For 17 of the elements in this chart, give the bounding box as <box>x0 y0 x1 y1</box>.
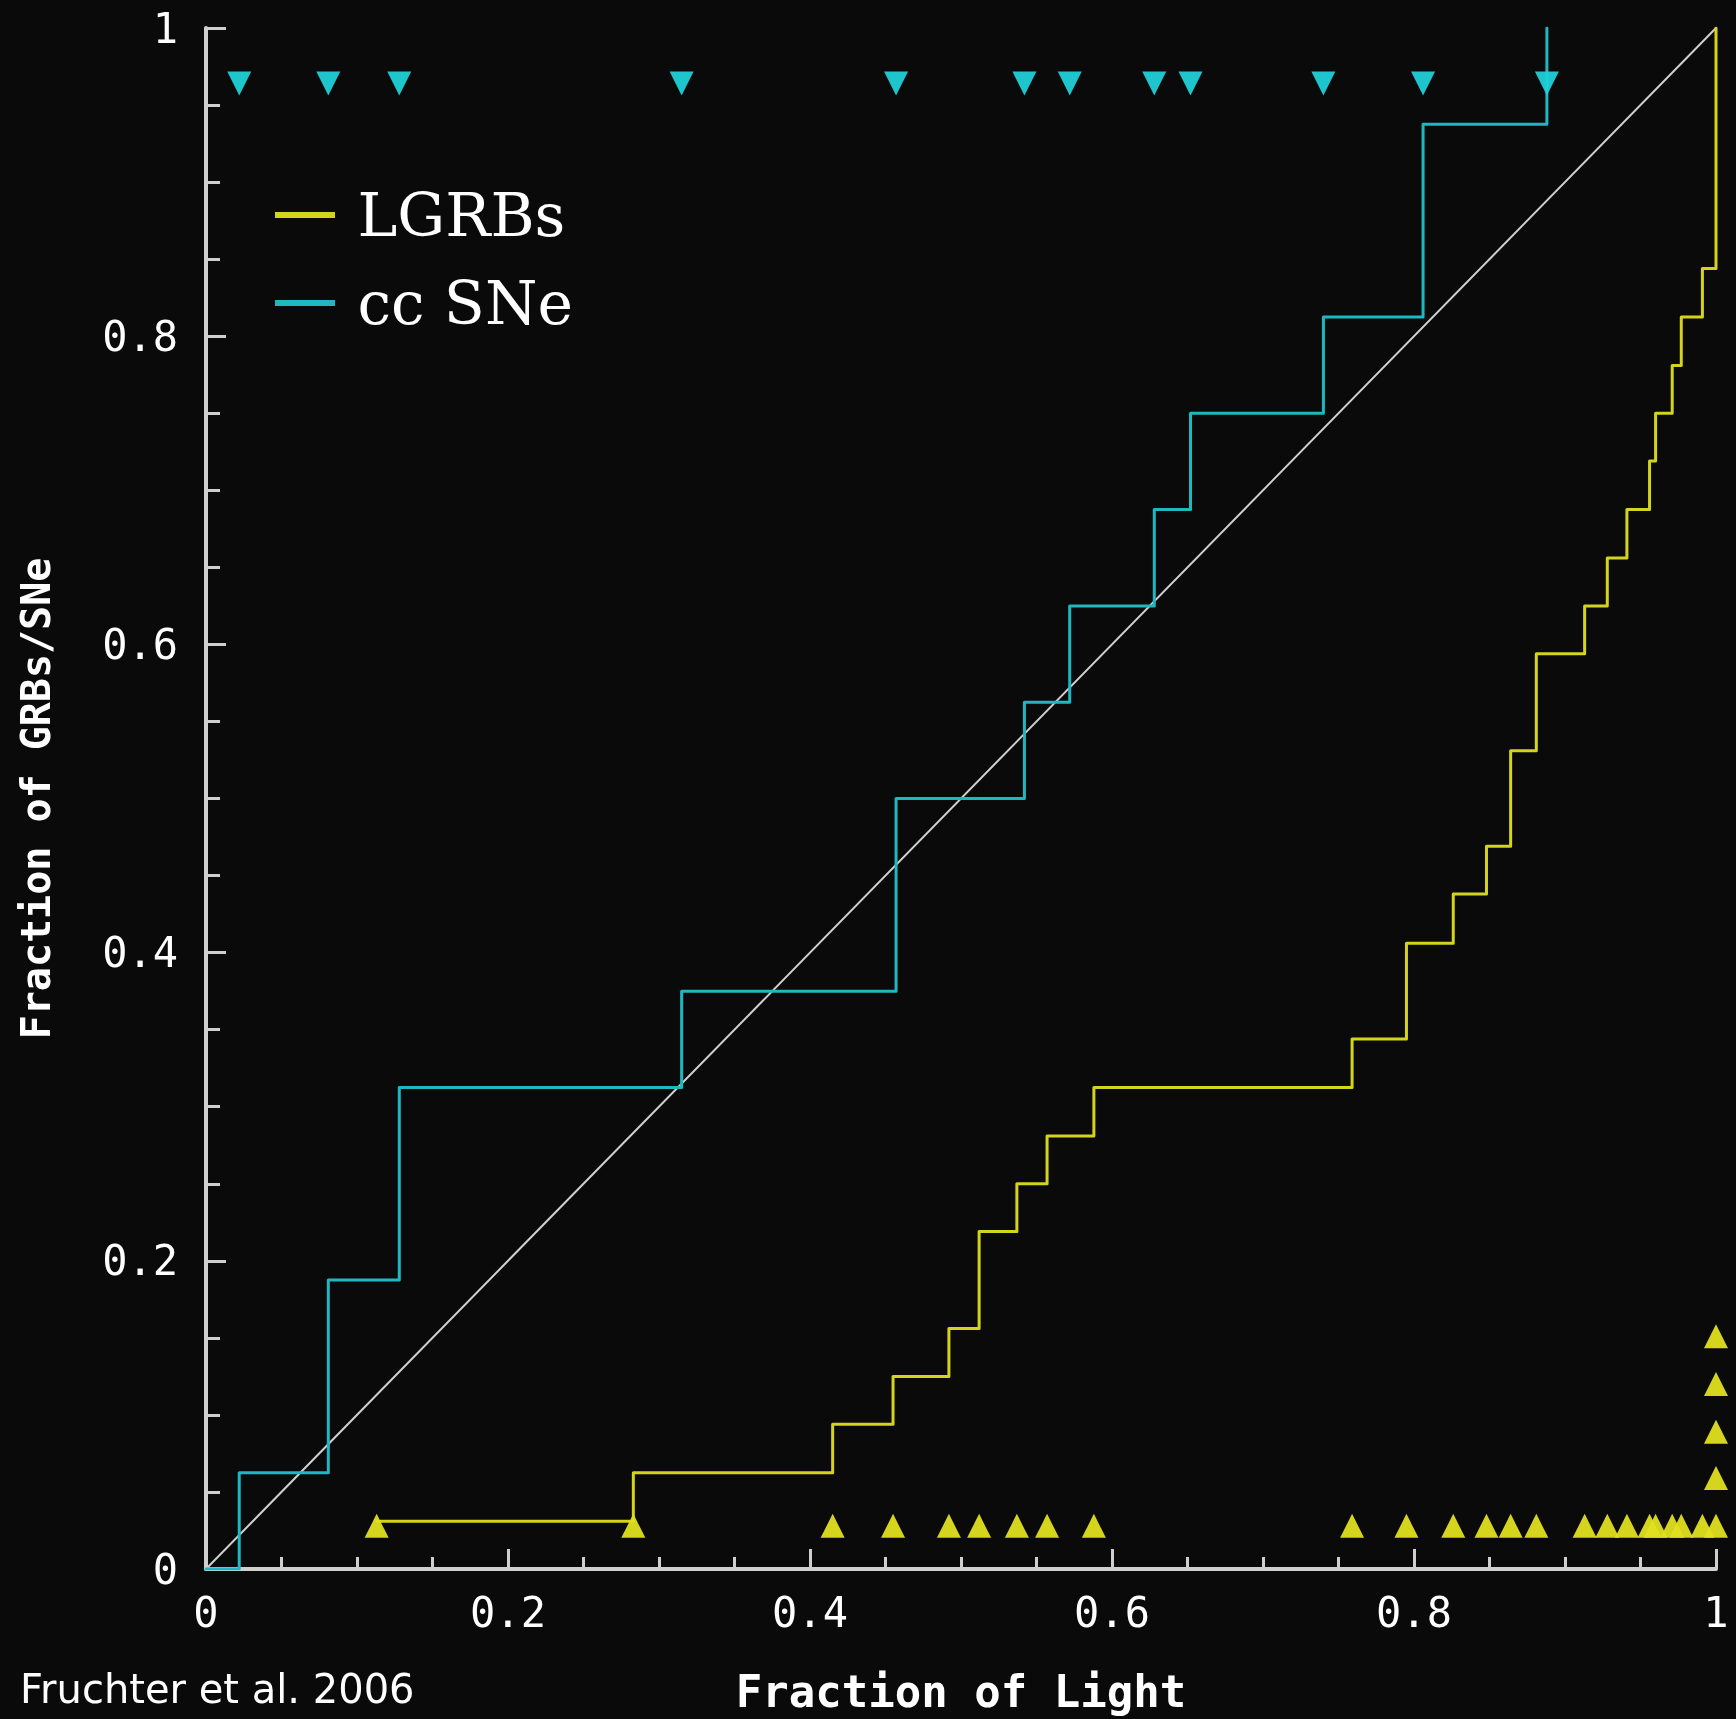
legend-label: LGRBs <box>357 180 566 250</box>
x-tick-label: 1 <box>1703 1587 1729 1637</box>
y-tick-label: 0.6 <box>102 619 178 669</box>
x-tick-label: 0.4 <box>772 1587 848 1637</box>
y-tick-label: 1 <box>152 3 178 53</box>
y-axis-title: Fraction of GRBs/SNe <box>13 557 59 1040</box>
x-tick-label: 0.8 <box>1376 1587 1452 1637</box>
y-tick-label: 0.4 <box>102 928 178 978</box>
x-tick-label: 0.6 <box>1074 1587 1150 1637</box>
y-tick-label: 0.8 <box>102 311 178 361</box>
y-tick-label: 0.2 <box>102 1236 178 1286</box>
x-tick-label: 0.2 <box>470 1587 546 1637</box>
legend-label: cc SNe <box>357 268 573 338</box>
x-axis-title: Fraction of Light <box>735 1665 1187 1717</box>
x-tick-label: 0 <box>193 1587 219 1637</box>
text: Fruchter et al. 2006 <box>20 1666 415 1712</box>
y-tick-label: 0 <box>152 1544 178 1594</box>
